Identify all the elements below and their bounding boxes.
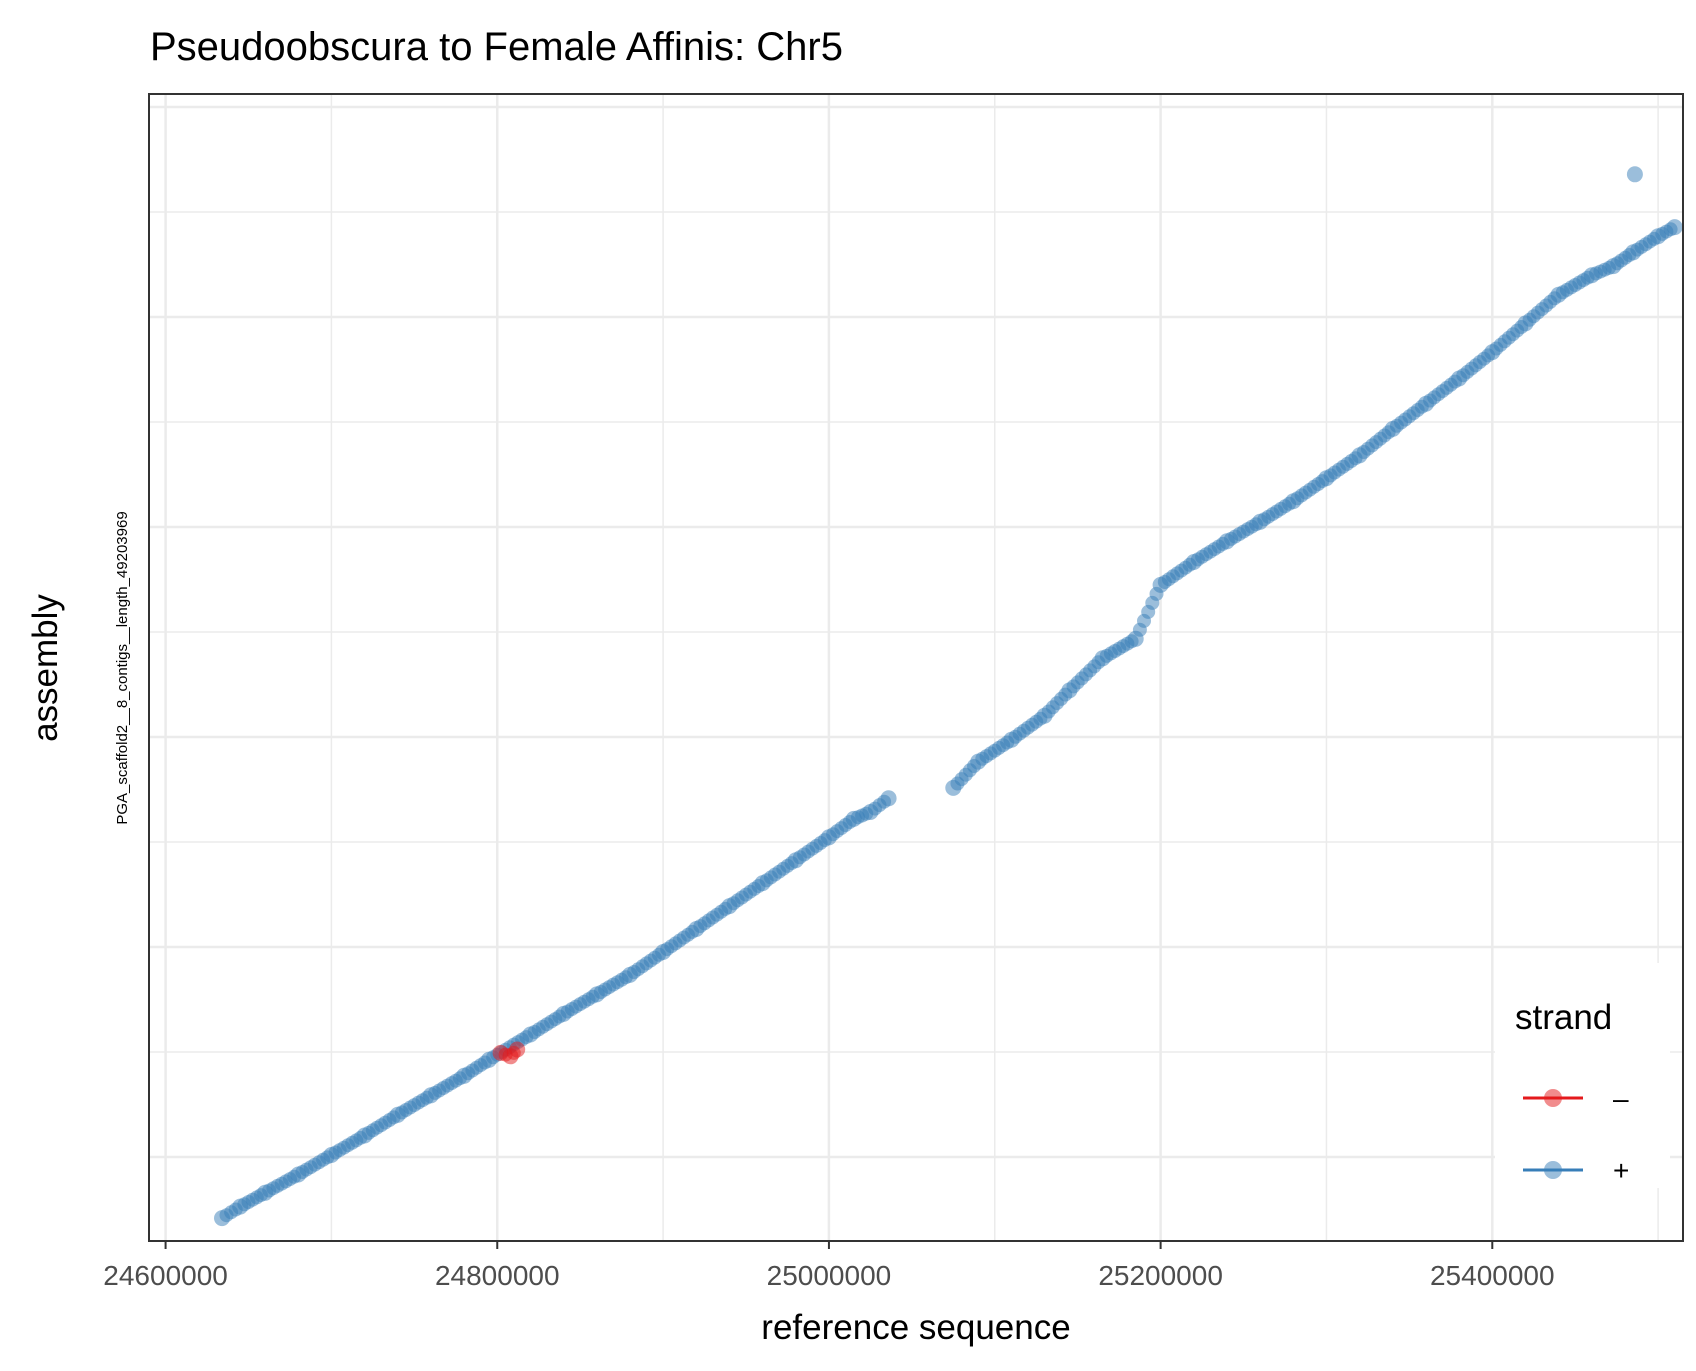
point-plus-strand xyxy=(1626,166,1643,183)
x-tick-label: 24600000 xyxy=(103,1260,228,1291)
x-tick-label: 25000000 xyxy=(767,1260,892,1291)
legend-point-plus xyxy=(1544,1161,1562,1179)
x-tick-label: 25200000 xyxy=(1098,1260,1223,1291)
x-tick-label: 24800000 xyxy=(435,1260,560,1291)
point-plus-strand xyxy=(1666,219,1683,236)
plot-panel-border xyxy=(148,93,1684,1242)
x-axis-ticks: 24600000 24800000 25000000 25200000 25400000 xyxy=(103,1241,1555,1291)
x-tick-label: 25400000 xyxy=(1430,1260,1555,1291)
y-tick-label: PGA_scaffold2__8_contigs__length_4920396… xyxy=(114,511,131,824)
legend-background xyxy=(1495,963,1670,1188)
legend-label-plus: + xyxy=(1613,1155,1629,1186)
legend-point-minus xyxy=(1544,1089,1562,1107)
grid xyxy=(149,94,1683,1241)
point-plus-strand xyxy=(880,790,897,807)
legend-key-minus: – xyxy=(1523,1083,1629,1114)
legend: strand – + xyxy=(1495,963,1670,1188)
point-minus-strand xyxy=(509,1041,526,1058)
x-axis-title: reference sequence xyxy=(761,1308,1070,1347)
legend-label-minus: – xyxy=(1613,1083,1629,1114)
chart-title: Pseudoobscura to Female Affinis: Chr5 xyxy=(150,25,843,69)
data-points xyxy=(214,166,1683,1227)
y-axis-title: assembly xyxy=(26,594,65,742)
legend-title: strand xyxy=(1515,998,1612,1037)
legend-key-plus: + xyxy=(1523,1155,1629,1186)
